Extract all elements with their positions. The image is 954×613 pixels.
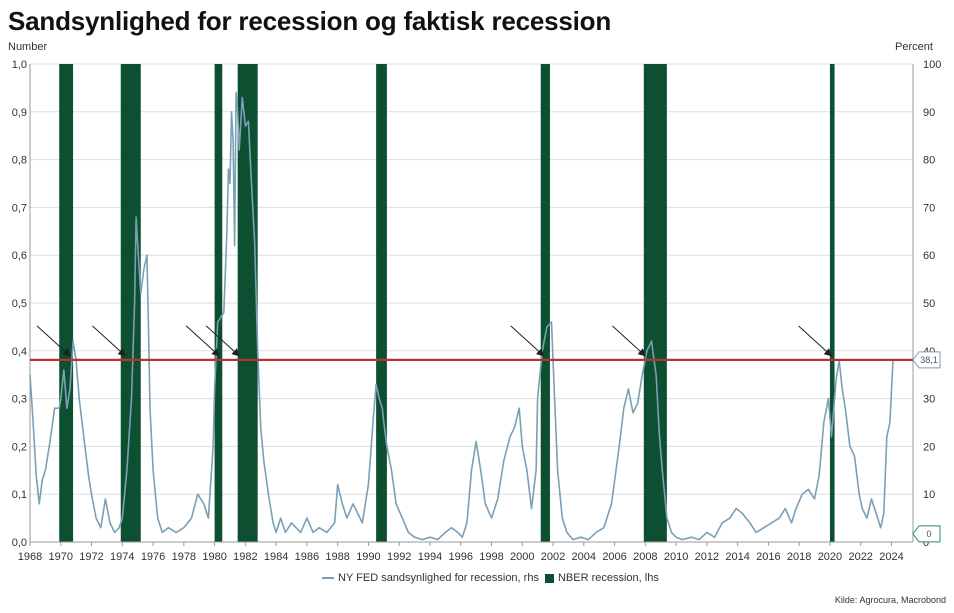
recession-bar (540, 64, 550, 542)
y-right-tick-label: 10 (923, 489, 935, 501)
x-tick-label: 1998 (479, 551, 503, 563)
x-tick-label: 1996 (448, 551, 472, 563)
x-tick-label: 1988 (325, 551, 349, 563)
last-value-callout: 0 (912, 525, 941, 543)
x-tick-label: 2024 (879, 551, 903, 563)
y-left-tick-label: 0,1 (12, 489, 27, 501)
recession-bar (59, 64, 74, 542)
y-left-tick-label: 0,5 (12, 298, 27, 310)
y-left-tick-label: 0,9 (12, 107, 27, 119)
x-tick-label: 1986 (295, 551, 319, 563)
y-left-tick-label: 0,8 (12, 155, 27, 167)
x-tick-label: 1992 (387, 551, 411, 563)
x-tick-label: 1974 (110, 551, 134, 563)
y-left-tick-label: 0,2 (12, 441, 27, 453)
annotation-arrow (36, 325, 71, 357)
legend-label-probability: NY FED sandsynlighed for recession, rhs (338, 572, 539, 584)
x-tick-label: 2018 (787, 551, 811, 563)
x-tick-label: 1982 (233, 551, 257, 563)
recession-bar (120, 64, 141, 542)
x-tick-label: 1994 (418, 551, 442, 563)
left-axis-title: Number (8, 41, 48, 53)
x-tick-label: 2016 (756, 551, 780, 563)
legend-bar-swatch (544, 573, 554, 583)
x-tick-label: 1990 (356, 551, 380, 563)
x-tick-label: 2010 (664, 551, 688, 563)
y-right-tick-label: 70 (923, 202, 935, 214)
recession-bar (376, 64, 387, 542)
y-right-tick-label: 80 (923, 155, 935, 167)
last-value-callout-shape (912, 525, 941, 543)
x-tick-label: 2012 (695, 551, 719, 563)
y-right-tick-label: 20 (923, 441, 935, 453)
threshold-value-callout-shape (912, 351, 941, 369)
x-tick-label: 1968 (18, 551, 42, 563)
y-left-tick-label: 0,0 (12, 537, 27, 549)
x-tick-label: 2000 (510, 551, 534, 563)
x-tick-label: 2014 (725, 551, 749, 563)
y-right-tick-label: 0 (923, 537, 929, 549)
x-tick-label: 1970 (49, 551, 73, 563)
legend-label-recession: NBER recession, lhs (557, 572, 659, 584)
y-left-tick-label: 0,3 (12, 394, 27, 406)
y-left-tick-label: 0,6 (12, 250, 27, 262)
recession-bar (214, 64, 223, 542)
annotation-arrow (798, 325, 833, 357)
annotation-arrow (510, 325, 545, 357)
recession-bar (237, 64, 258, 542)
x-tick-label: 1978 (172, 551, 196, 563)
recession-bar (643, 64, 667, 542)
annotation-arrow (205, 325, 240, 357)
y-right-tick-label: 50 (923, 298, 935, 310)
probability-line (29, 91, 894, 541)
x-tick-label: 1972 (79, 551, 103, 563)
chart-title: Sandsynlighed for recession og faktisk r… (8, 6, 612, 36)
x-tick-label: 2020 (818, 551, 842, 563)
y-left-tick-label: 0,4 (12, 346, 27, 358)
annotation-arrow (92, 325, 127, 357)
y-left-tick-label: 1,0 (12, 59, 27, 71)
y-right-tick-label: 30 (923, 394, 935, 406)
x-tick-label: 2002 (541, 551, 565, 563)
y-left-tick-label: 0,7 (12, 202, 27, 214)
threshold-value-callout: 38,1 (912, 351, 941, 369)
x-tick-label: 1976 (141, 551, 165, 563)
y-right-tick-label: 90 (923, 107, 935, 119)
legend: NY FED sandsynlighed for recession, rhs … (322, 572, 659, 584)
x-tick-label: 2006 (602, 551, 626, 563)
x-tick-label: 1980 (202, 551, 226, 563)
x-tick-label: 2004 (572, 551, 596, 563)
x-tick-label: 1984 (264, 551, 288, 563)
annotation-arrow (611, 325, 647, 357)
y-right-tick-label: 100 (923, 59, 941, 71)
right-axis-title: Percent (895, 41, 933, 53)
y-right-tick-label: 60 (923, 250, 935, 262)
threshold-value-callout-label: 38,1 (920, 355, 938, 365)
annotation-arrow (185, 325, 220, 357)
last-value-callout-label: 0 (926, 529, 931, 539)
recession-bar (829, 64, 835, 542)
x-tick-label: 2022 (848, 551, 872, 563)
source-note: Kilde: Agrocura, Macrobond (834, 595, 946, 605)
legend-line-swatch (322, 577, 334, 579)
x-tick-label: 2008 (633, 551, 657, 563)
